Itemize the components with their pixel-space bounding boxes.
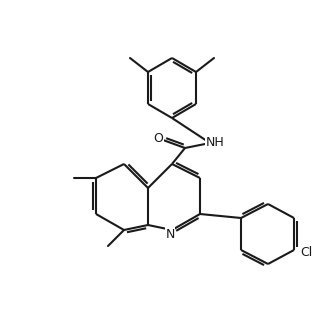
Text: Cl: Cl xyxy=(300,246,312,259)
Text: N: N xyxy=(165,227,175,241)
Text: O: O xyxy=(153,132,163,146)
Text: NH: NH xyxy=(206,135,224,149)
